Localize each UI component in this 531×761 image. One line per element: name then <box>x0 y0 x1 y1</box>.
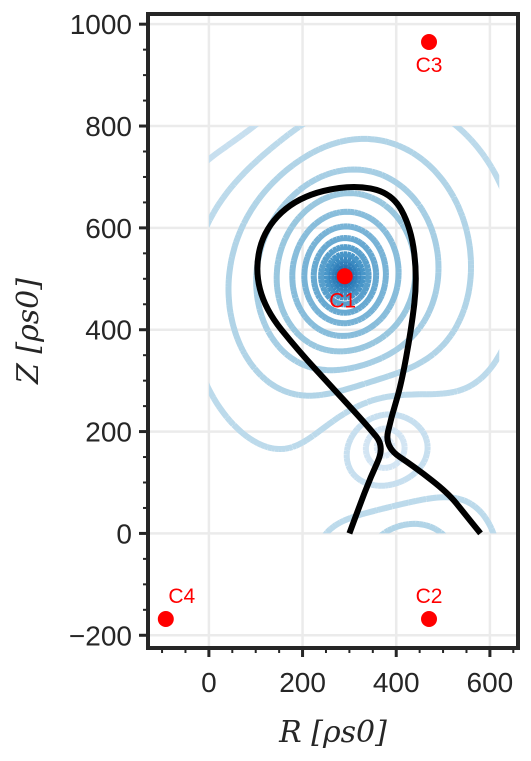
separatrix-line <box>254 183 483 536</box>
contour-level <box>323 251 366 301</box>
y-axis-label: Z [ρs0] <box>11 278 46 385</box>
contour-layer <box>208 126 500 534</box>
contour-level <box>328 256 362 296</box>
coil-marker-c1 <box>336 268 353 285</box>
contour-level <box>310 235 380 316</box>
x-tick-label: 400 <box>373 667 420 698</box>
plot-frame <box>146 12 520 650</box>
y-tick-label: 400 <box>85 315 132 346</box>
grid-layer <box>148 14 518 648</box>
x-axis-label: R [ρs0] <box>278 715 387 750</box>
coil-label-c1: C1 <box>329 289 356 312</box>
tick-layer: 0 200 400 600 −200 0 200 400 600 800 1000 <box>69 9 515 698</box>
coil-label-c2: C2 <box>416 585 443 608</box>
y-tick-label: 600 <box>85 213 132 244</box>
coil-label-c4: C4 <box>168 585 195 608</box>
contour-level <box>289 208 402 339</box>
separatrix-layer <box>254 183 483 536</box>
coil-marker-c4 <box>157 610 174 627</box>
coil-marker-c3 <box>421 34 438 51</box>
y-tick-label: 200 <box>85 417 132 448</box>
y-tick-label: 800 <box>85 111 132 142</box>
coil-layer: C1 C2 C3 C4 <box>157 34 443 627</box>
contour-level <box>301 223 389 327</box>
coil-label-c3: C3 <box>416 54 443 77</box>
y-tick-label: 0 <box>116 518 132 549</box>
x-tick-label: 600 <box>467 667 514 698</box>
contour-level <box>318 244 372 308</box>
y-tick-label: −200 <box>69 620 132 651</box>
x-tick-label: 200 <box>279 667 326 698</box>
y-tick-label: 1000 <box>70 9 132 40</box>
x-tick-label: 0 <box>201 667 217 698</box>
contour-level <box>225 135 474 534</box>
coil-marker-c2 <box>421 610 438 627</box>
contour-level <box>273 190 419 355</box>
